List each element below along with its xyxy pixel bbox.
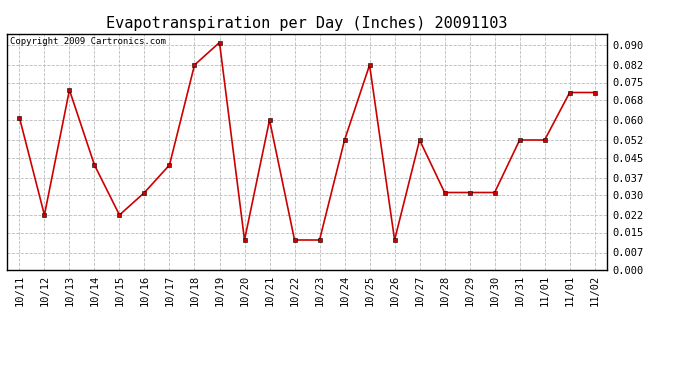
Text: Copyright 2009 Cartronics.com: Copyright 2009 Cartronics.com [10, 37, 166, 46]
Title: Evapotranspiration per Day (Inches) 20091103: Evapotranspiration per Day (Inches) 2009… [106, 16, 508, 31]
